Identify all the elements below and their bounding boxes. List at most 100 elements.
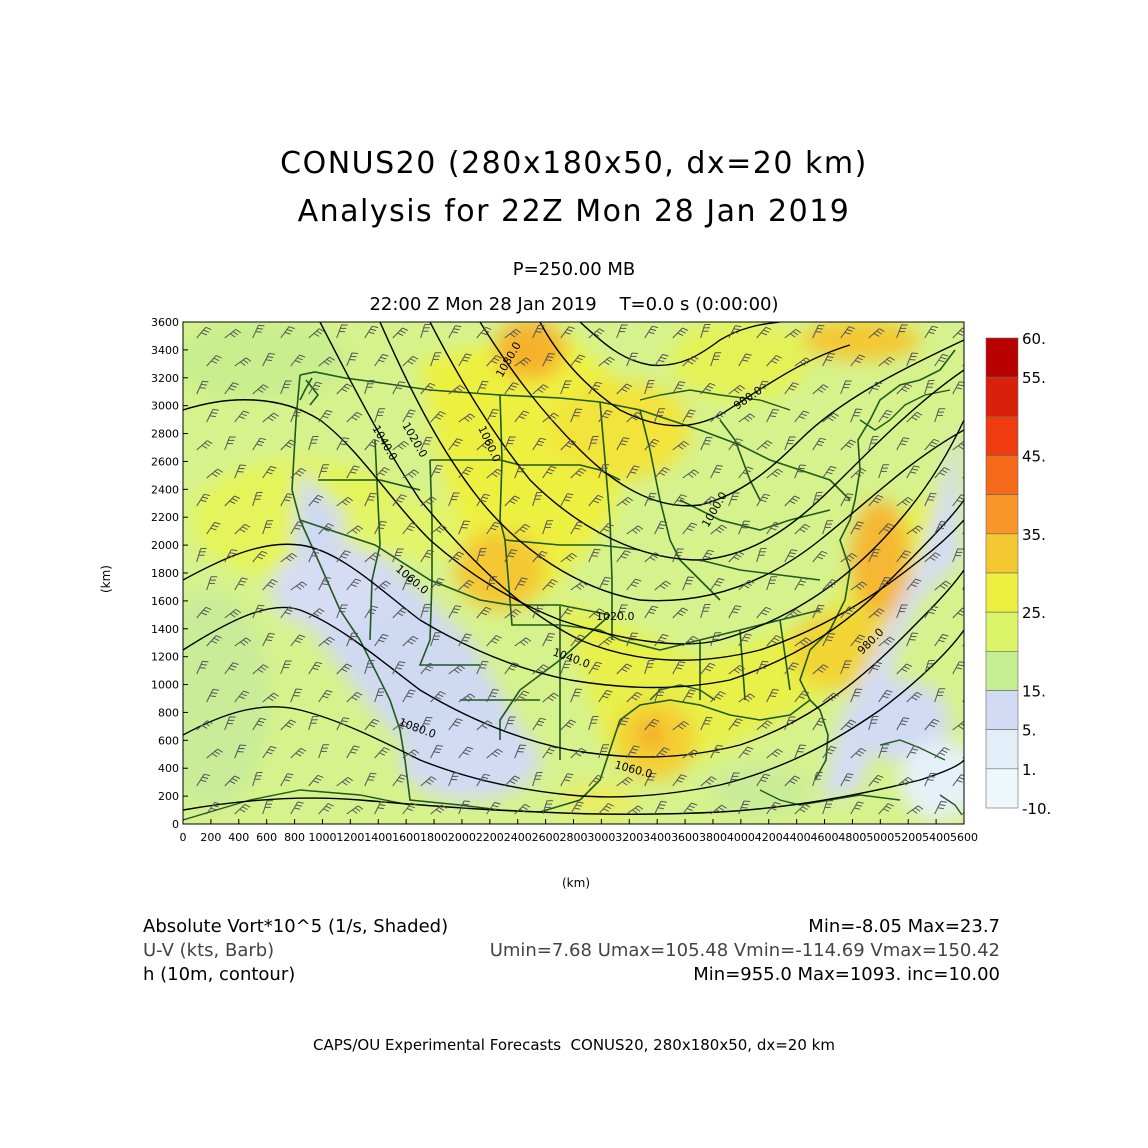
wind-barb [700,382,716,395]
wind-barb [626,691,643,703]
wind-barb [290,747,307,759]
wind-barb [672,661,686,675]
map-figure: 1020.0 1040.0 1060.0 1080.0 1000.0 980.0… [151,316,1051,844]
wind-barb [654,353,669,367]
wind-barb [952,441,964,451]
colorbar-swatch [985,651,1019,691]
wind-barb [924,772,937,787]
wind-barb [756,440,773,451]
wind-barb [840,552,857,563]
wind-barb [896,383,913,395]
wind-barb [794,637,812,647]
colorbar-swatch [985,611,1019,652]
wind-barb [318,409,333,423]
wind-barb [560,773,574,787]
wind-barb [654,747,670,759]
wind-barb [700,776,717,787]
wind-barb [346,632,359,647]
colorbar-label: 1. [1022,761,1036,779]
wind-barb [672,327,689,339]
wind-barb [738,413,756,423]
wind-barb [336,496,353,507]
wind-barb [700,496,717,507]
wind-barb [402,469,420,479]
wind-barb [738,746,754,759]
wind-barb [336,776,353,787]
wind-barb [224,436,236,451]
wind-barb [560,660,572,675]
wind-barb [346,805,364,815]
wind-barb [290,634,306,647]
wind-barb [346,352,359,367]
wind-barb [514,357,532,367]
wind-barb [644,718,660,731]
wind-barb [280,326,295,339]
wind-barb [364,718,380,731]
wind-barb [504,608,521,619]
wind-barb [290,688,303,703]
wind-barb [672,494,687,507]
wind-barb [822,520,834,535]
wind-barb [364,605,379,619]
wind-barb [280,493,294,507]
colorbar-swatch [985,572,1019,613]
wind-barb [308,661,323,675]
wind-barb [906,745,920,759]
wind-barb [262,745,277,759]
wind-barb [448,605,462,619]
wind-barb [262,800,274,815]
wind-barb [430,804,447,815]
colorbar-label: 55. [1022,369,1046,387]
wind-barb [878,356,895,367]
wind-barb [532,717,547,731]
wind-barb [486,748,503,759]
wind-barb [280,719,297,731]
wind-barb [570,634,586,647]
wind-barb [532,384,549,395]
wind-barb [224,382,239,395]
wind-barb [252,324,265,339]
wind-barb [280,552,297,563]
y-tick-label: 2000 [151,539,179,552]
wind-barb [934,800,947,815]
wind-barb [952,661,964,675]
wind-barb [290,467,307,479]
wind-barb [906,805,924,815]
wind-barb [402,802,418,815]
wind-barb [420,323,431,339]
wind-barb [420,776,437,787]
wind-barb [458,800,471,815]
wind-barb [850,581,868,591]
x-tick-label: 2200 [476,831,504,844]
wind-barb [308,435,319,451]
wind-barb [458,633,472,647]
wind-barb [598,409,613,423]
wind-barb [812,717,827,731]
wind-barb [420,549,435,563]
wind-barb [840,493,854,507]
wind-barb [476,547,487,563]
wind-barb [672,548,684,563]
wind-barb [934,408,946,423]
y-tick-label: 3400 [151,344,179,357]
x-tick-label: 4200 [755,831,783,844]
wind-barb [486,576,498,591]
wind-barb [308,774,324,787]
wind-barb [766,688,779,703]
wind-barb [458,353,472,367]
wind-barb [560,439,577,451]
wind-barb [476,660,489,675]
colorbar-swatch [985,416,1019,456]
wind-barb [598,636,615,647]
wind-barb [924,325,939,339]
wind-barb [318,464,330,479]
wind-barb [906,578,922,591]
wind-barb [448,325,462,339]
wind-barb [626,632,639,647]
wind-barb [794,523,811,535]
wind-barb [728,384,745,395]
y-tick-label: 400 [158,762,179,775]
wind-barb [924,379,935,395]
wind-barb [588,381,603,395]
wind-barb [196,547,207,563]
